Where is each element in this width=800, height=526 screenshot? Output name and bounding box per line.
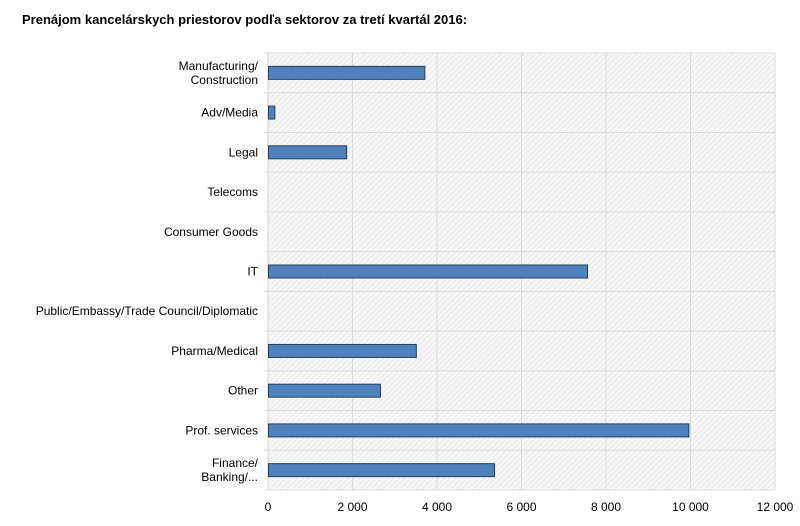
category-label-line: Pharma/Medical	[171, 344, 258, 358]
category-label-line: Consumer Goods	[164, 225, 258, 239]
category-label-line: Construction	[191, 73, 258, 87]
x-tick-label: 8 000	[591, 500, 621, 514]
x-tick-label: 2 000	[337, 500, 367, 514]
category-label-line: Prof. services	[185, 423, 258, 437]
category-label-line: Telecoms	[207, 185, 258, 199]
category-label-line: Manufacturing/	[179, 59, 259, 73]
category-label: Other	[228, 384, 258, 398]
x-tick-label: 10 000	[672, 500, 709, 514]
category-label: Telecoms	[207, 185, 258, 199]
category-label: IT	[247, 265, 258, 279]
category-label-line: Adv/Media	[201, 106, 258, 120]
category-label: Adv/Media	[201, 106, 258, 120]
category-label-line: Public/Embassy/Trade Council/Diplomatic	[36, 304, 258, 318]
category-label: Legal	[229, 145, 258, 159]
category-label-line: IT	[247, 265, 258, 279]
x-tick-label: 12 000	[757, 500, 794, 514]
chart-title: Prenájom kancelárskych priestorov podľa …	[22, 12, 468, 27]
category-label-line: Legal	[229, 145, 258, 159]
bar	[268, 145, 348, 160]
bar	[268, 463, 496, 478]
x-tick-label: 0	[265, 500, 272, 514]
bar	[268, 264, 588, 279]
bar	[268, 423, 690, 438]
category-label-line: Other	[228, 384, 258, 398]
category-label: Public/Embassy/Trade Council/Diplomatic	[36, 304, 258, 318]
category-label: Prof. services	[185, 423, 258, 437]
category-label: Manufacturing/Construction	[179, 59, 259, 87]
category-label-line: Finance/	[212, 456, 259, 470]
bar	[268, 383, 381, 398]
bar	[268, 105, 276, 120]
category-label: Finance/Banking/...	[201, 456, 258, 484]
category-label: Consumer Goods	[164, 225, 258, 239]
bar	[268, 343, 417, 358]
x-tick-label: 4 000	[422, 500, 452, 514]
x-tick-label: 6 000	[506, 500, 536, 514]
bar	[268, 65, 426, 80]
category-label: Pharma/Medical	[171, 344, 258, 358]
category-label-line: Banking/...	[201, 470, 258, 484]
